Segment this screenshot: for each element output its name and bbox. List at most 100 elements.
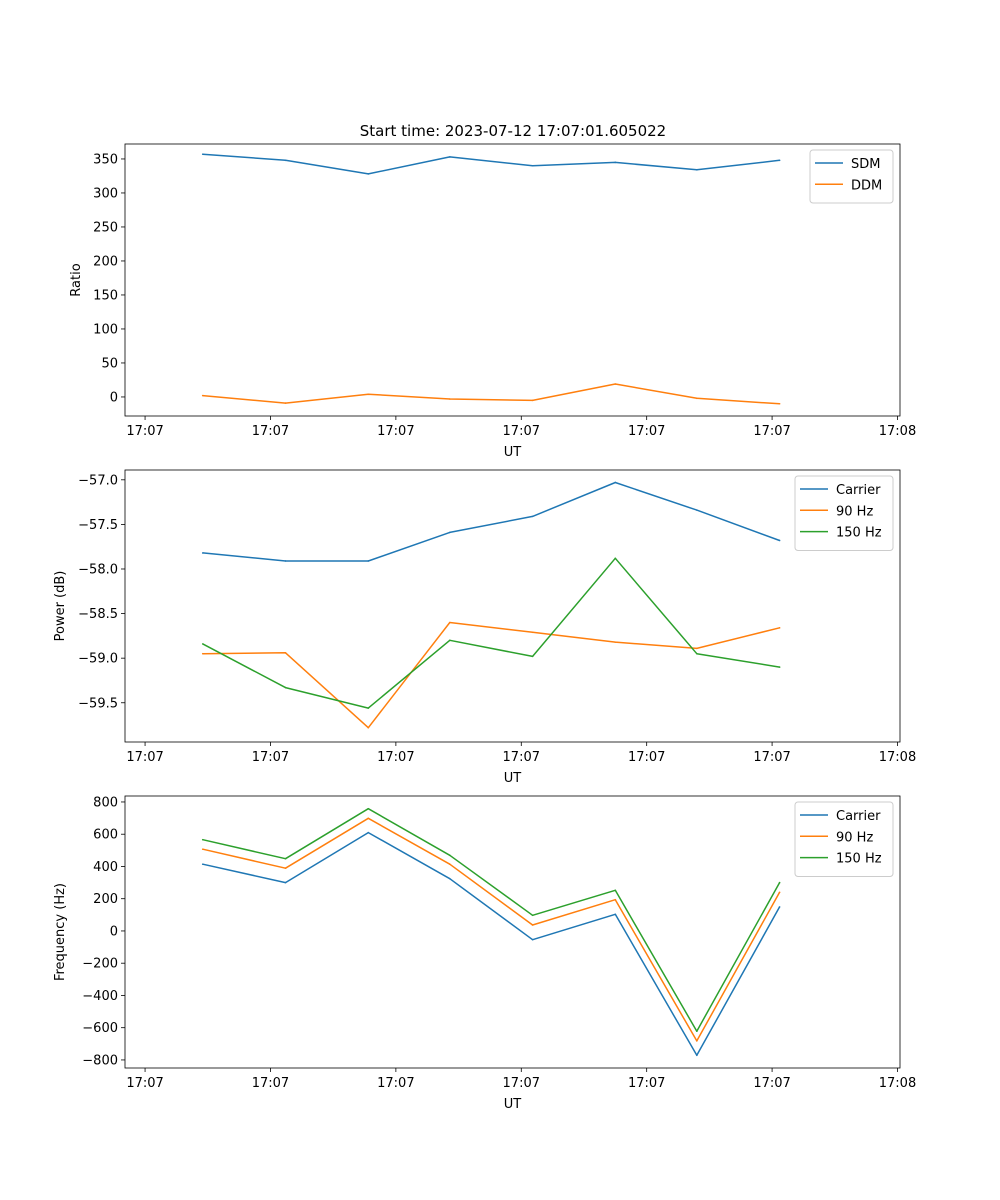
data-point: [778, 627, 781, 629]
axes-frame: [124, 143, 901, 417]
axes-frame: [124, 469, 901, 743]
legend-label: SDM: [851, 157, 880, 172]
axes-frame: [124, 795, 901, 1069]
y-tick-label: 50: [101, 356, 118, 371]
x-tick-label: 17:08: [879, 750, 916, 765]
y-tick-label: 0: [110, 924, 118, 939]
x-tick-label: 17:07: [628, 424, 665, 439]
legend-label: 90 Hz: [836, 830, 873, 845]
legend-label: 90 Hz: [836, 504, 873, 519]
data-point: [448, 621, 451, 624]
y-tick-label: 200: [93, 892, 118, 907]
data-point: [696, 647, 698, 650]
series-line-150-hz: [202, 557, 780, 709]
data-point: [614, 913, 617, 916]
y-tick-label: 250: [93, 220, 118, 235]
series-line-ddm: [202, 383, 780, 405]
y-tick-label: 300: [93, 186, 118, 201]
data-point: [201, 652, 204, 655]
y-tick-label: −57.0: [78, 473, 118, 488]
data-point: [696, 652, 698, 655]
x-tick-label: 17:07: [377, 1076, 414, 1091]
data-point: [696, 1030, 698, 1033]
figure-title: Start time: 2023-07-12 17:07:01.605022: [360, 122, 666, 140]
data-point: [284, 159, 287, 162]
y-tick-label: 0: [110, 390, 118, 405]
data-point: [367, 707, 370, 709]
x-tick-label: 17:07: [252, 424, 289, 439]
x-axis-label: UT: [504, 771, 522, 786]
y-axis-label: Frequency (Hz): [53, 883, 68, 981]
data-point: [284, 881, 287, 884]
data-point: [778, 881, 781, 884]
data-point: [448, 639, 451, 642]
data-point: [367, 726, 370, 729]
data-point: [367, 173, 370, 175]
x-tick-label: 17:07: [252, 750, 289, 765]
y-tick-label: −59.0: [78, 652, 118, 667]
data-point: [448, 156, 451, 158]
data-point: [367, 831, 370, 834]
y-tick-label: −200: [82, 957, 118, 972]
data-point: [531, 655, 534, 658]
data-point: [614, 557, 617, 560]
data-point: [778, 891, 781, 894]
data-point: [448, 854, 451, 857]
data-point: [614, 898, 617, 901]
data-point: [531, 515, 534, 518]
data-point: [284, 560, 287, 562]
subplot-1: 17:07 17:07 17:07 17:07 17:07 17:07 17:08 0 50 10…: [69, 143, 916, 460]
data-point: [778, 539, 781, 542]
legend-label: 150 Hz: [836, 526, 882, 541]
data-point: [531, 938, 534, 941]
data-point: [531, 164, 534, 167]
data-point: [531, 631, 534, 634]
data-point: [448, 863, 451, 866]
x-tick-label: 17:07: [377, 750, 414, 765]
x-tick-label: 17:07: [503, 1076, 540, 1091]
y-tick-label: 350: [93, 152, 118, 167]
series-line-sdm: [202, 153, 780, 175]
data-point: [696, 1040, 698, 1042]
data-point: [284, 686, 287, 689]
data-point: [614, 641, 617, 643]
series-line-90-hz: [202, 621, 780, 729]
data-point: [696, 1054, 698, 1057]
legend: SDM DDM: [809, 149, 894, 204]
x-axis-label: UT: [504, 1097, 522, 1112]
data-point: [448, 531, 451, 534]
data-point: [201, 394, 204, 397]
x-axis-label: UT: [504, 445, 522, 460]
y-tick-label: 600: [93, 828, 118, 843]
y-tick-label: 400: [93, 860, 118, 875]
data-point: [201, 643, 204, 645]
y-tick-label: −57.5: [78, 518, 118, 533]
y-tick-label: −59.5: [78, 696, 118, 711]
y-tick-label: −600: [82, 1021, 118, 1036]
x-tick-label: 17:07: [628, 1076, 665, 1091]
y-tick-label: −58.5: [78, 607, 118, 622]
data-point: [778, 159, 781, 162]
data-point: [367, 817, 370, 820]
legend-label: Carrier: [836, 483, 881, 498]
x-tick-label: 17:07: [126, 424, 163, 439]
y-axis-label: Ratio: [69, 263, 84, 296]
data-point: [201, 848, 204, 851]
data-point: [201, 552, 204, 554]
data-point: [367, 807, 370, 810]
data-point: [531, 399, 534, 402]
data-point: [367, 560, 370, 562]
x-tick-label: 17:07: [252, 1076, 289, 1091]
data-point: [696, 169, 698, 171]
y-tick-label: 200: [93, 254, 118, 269]
subplot-3: 17:07 17:07 17:07 17:07 17:07 17:07 17:08 −800 −…: [53, 795, 916, 1112]
x-tick-label: 17:07: [126, 1076, 163, 1091]
data-point: [367, 393, 370, 396]
y-tick-label: 150: [93, 288, 118, 303]
x-tick-label: 17:07: [503, 424, 540, 439]
series-line-150-hz: [202, 807, 781, 1032]
y-tick-label: −800: [82, 1053, 118, 1068]
legend: Carrier 90 Hz 150 Hz: [794, 475, 894, 551]
y-tick-label: 800: [93, 795, 118, 810]
